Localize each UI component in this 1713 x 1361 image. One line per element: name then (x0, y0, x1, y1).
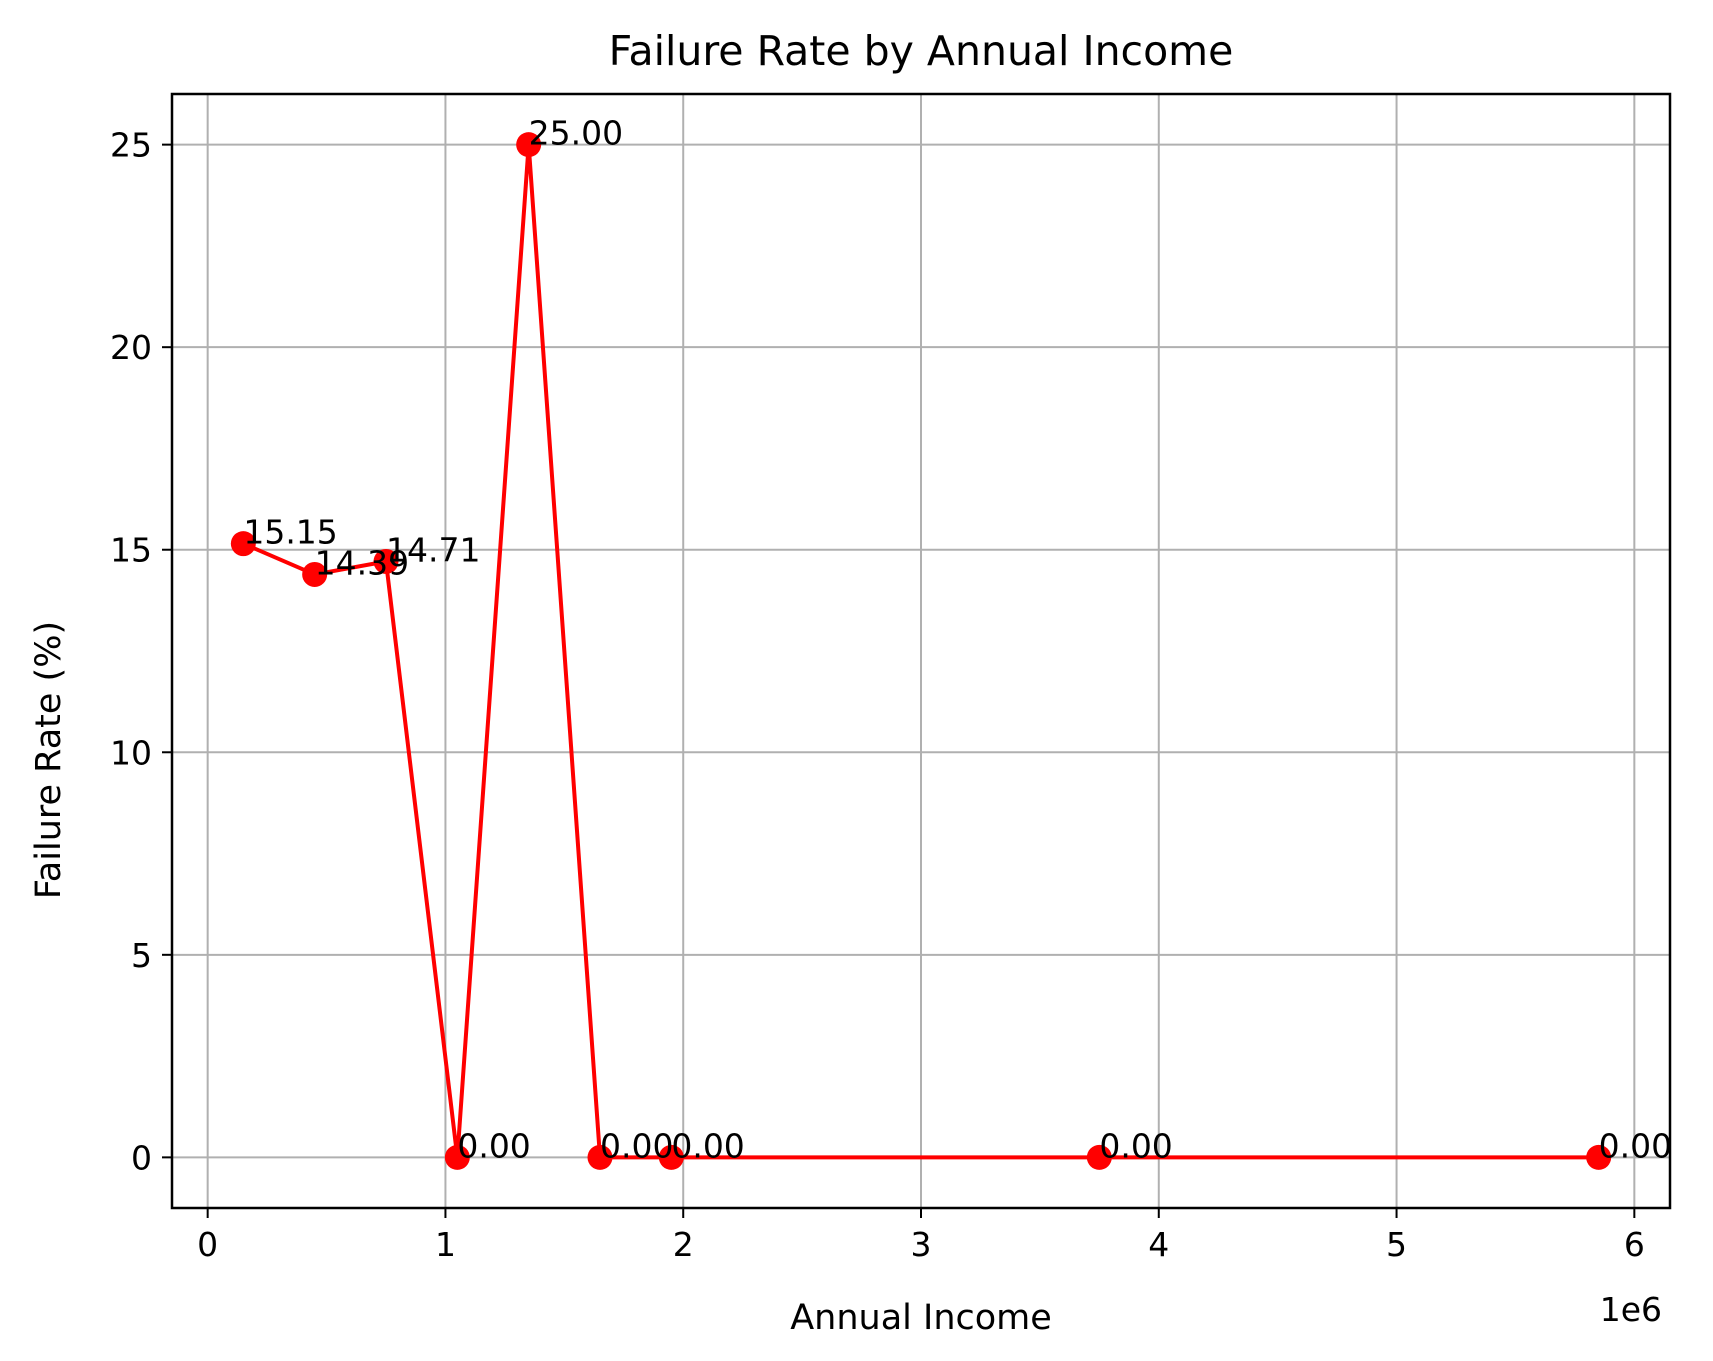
y-tick-label: 25 (110, 126, 152, 165)
x-tick-label: 3 (911, 1225, 932, 1264)
data-label: 0.00 (1099, 1126, 1172, 1165)
x-tick-label: 4 (1148, 1225, 1169, 1264)
data-point (302, 561, 328, 587)
y-axis-ticks: 0 5 10 15 20 25 (110, 126, 172, 1177)
grid-lines (172, 94, 1670, 1208)
data-label: 25.00 (529, 114, 623, 153)
x-tick-label: 2 (673, 1225, 694, 1264)
data-label: 0.00 (457, 1126, 530, 1165)
x-tick-label: 1 (435, 1225, 456, 1264)
data-point (1086, 1144, 1112, 1170)
data-point (658, 1144, 684, 1170)
data-point (587, 1144, 613, 1170)
data-point (444, 1144, 470, 1170)
y-axis-title: Failure Rate (%) (29, 621, 69, 899)
data-point (230, 531, 256, 557)
data-point (516, 132, 542, 158)
y-tick-label: 5 (131, 936, 152, 975)
data-point (373, 548, 399, 574)
data-label: 15.15 (243, 513, 337, 552)
x-axis-ticks: 0 1 2 3 4 5 6 (197, 1208, 1645, 1264)
data-label: 0.00 (600, 1126, 673, 1165)
data-label: 0.00 (1599, 1126, 1672, 1165)
data-point (1586, 1144, 1612, 1170)
y-tick-label: 0 (131, 1138, 152, 1177)
x-axis-offset-label: 1e6 (1600, 1290, 1662, 1329)
data-label: 14.71 (386, 530, 480, 569)
x-tick-label: 0 (197, 1225, 218, 1264)
y-tick-label: 10 (110, 733, 152, 772)
y-tick-label: 15 (110, 531, 152, 570)
x-tick-label: 6 (1624, 1225, 1645, 1264)
x-axis-title: Annual Income (790, 1298, 1052, 1338)
x-tick-label: 5 (1386, 1225, 1407, 1264)
data-label: 0.00 (671, 1126, 744, 1165)
y-tick-label: 20 (110, 328, 152, 367)
series-markers (230, 132, 1612, 1170)
data-label: 14.39 (315, 543, 409, 582)
chart-title: Failure Rate by Annual Income (609, 27, 1234, 75)
